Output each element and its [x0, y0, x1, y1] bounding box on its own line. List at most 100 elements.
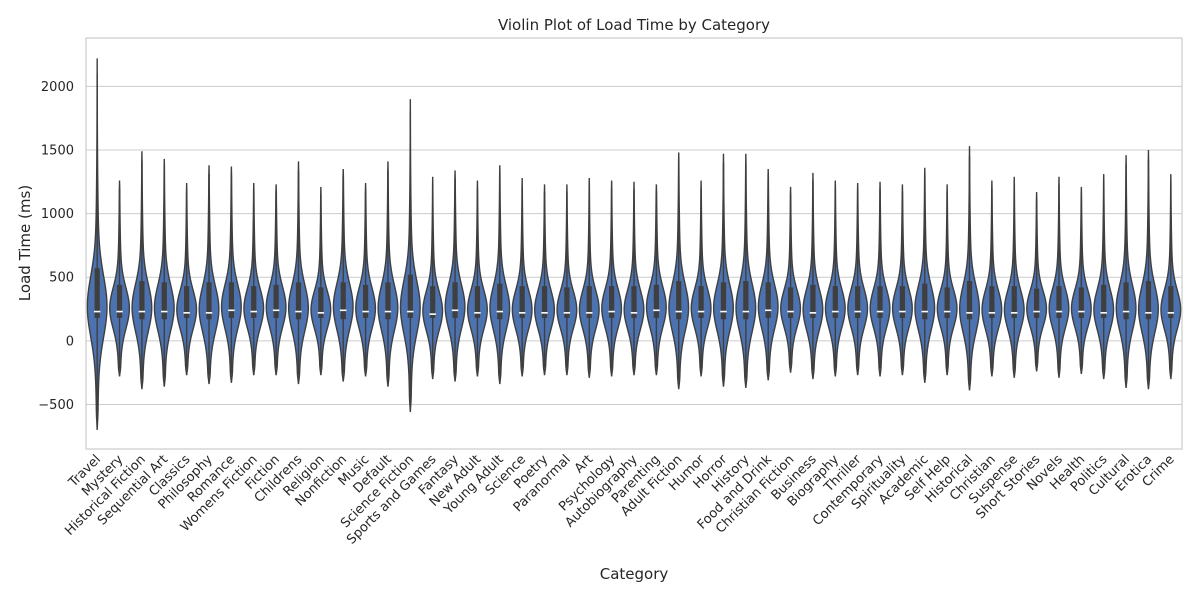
violin-box	[743, 281, 749, 320]
violin-music	[355, 183, 377, 377]
violin-business	[802, 172, 824, 380]
violin-default	[377, 161, 399, 387]
violin-christian-fiction	[780, 186, 802, 373]
plot-frame	[85, 37, 1183, 450]
violin-box	[474, 286, 481, 318]
violin-womens-fiction	[243, 183, 265, 376]
y-tick-labels: −500 0 500 1000 1500 2000	[38, 80, 74, 413]
violin-crime	[1160, 174, 1182, 380]
violin-poetry	[534, 184, 556, 376]
violin-box	[206, 282, 212, 320]
violin-history	[735, 153, 757, 388]
violin-box	[631, 286, 637, 318]
violin-self-help	[936, 184, 958, 376]
violin-box	[989, 286, 995, 318]
violin-box	[899, 286, 906, 318]
violin-box	[1078, 287, 1084, 318]
violin-box	[318, 287, 324, 318]
violin-thriller	[847, 183, 869, 376]
violin-box	[966, 281, 973, 320]
violin-box	[497, 283, 503, 320]
violin-box	[564, 287, 570, 318]
violin-childrens	[287, 161, 310, 385]
violin-box	[452, 282, 458, 318]
violin-box	[1056, 286, 1062, 318]
violin-box	[407, 274, 413, 318]
violin-box	[340, 282, 346, 320]
y-axis-label: Load Time (ms)	[16, 185, 34, 301]
violin-box	[519, 286, 525, 318]
violin-box	[832, 286, 838, 318]
violin-box	[1101, 284, 1107, 318]
violin-horror	[712, 153, 735, 387]
violin-young-adult	[489, 165, 511, 385]
violin-box	[1168, 286, 1174, 318]
violin-box	[765, 282, 771, 318]
violin-box	[922, 283, 928, 320]
violin-new-adult	[466, 180, 488, 377]
violin-biography	[824, 180, 846, 377]
violin-fantasy	[444, 170, 466, 382]
violin-box	[1145, 281, 1152, 320]
violin-science-fiction	[399, 99, 421, 413]
y-tick-label: 1500	[41, 143, 74, 158]
violin-box	[1034, 288, 1040, 318]
violin-box	[116, 284, 123, 318]
violin-box	[94, 268, 100, 318]
violin-box	[385, 282, 391, 320]
violin-autobiography	[623, 181, 645, 376]
y-tick-label: 1000	[41, 207, 74, 222]
violin-box	[1123, 282, 1129, 320]
violin-psychology	[601, 180, 623, 377]
violin-box	[855, 286, 861, 318]
chart-title: Violin Plot of Load Time by Category	[498, 16, 770, 34]
violin-mystery	[109, 180, 131, 377]
violin-box	[273, 284, 279, 318]
violin-short-stories	[1026, 191, 1048, 372]
violin-erotica	[1137, 149, 1159, 390]
y-tick-label: −500	[38, 398, 74, 413]
y-tick-label: 0	[66, 334, 74, 349]
violin-box	[541, 286, 548, 318]
violin-box	[139, 281, 145, 320]
violin-box	[586, 286, 592, 318]
violin-paranormal	[556, 184, 578, 376]
violin-box	[653, 284, 659, 318]
violin-box	[228, 282, 234, 318]
violin-romance	[220, 166, 242, 383]
y-tick-label: 500	[49, 271, 74, 286]
violin-nonfiction	[332, 169, 354, 382]
violins	[86, 58, 1182, 430]
violin-historical	[958, 146, 981, 391]
violin-box	[251, 286, 257, 318]
y-tick-label: 2000	[41, 80, 74, 95]
violin-sequential-art	[153, 158, 175, 387]
violin-science	[511, 177, 533, 377]
violin-philosophy	[198, 165, 220, 385]
violin-spirituality	[891, 184, 913, 376]
violin-box	[810, 284, 816, 318]
violin-travel	[86, 58, 108, 430]
violin-box	[676, 281, 682, 320]
violin-sports-and-games	[422, 176, 444, 380]
violin-academic	[914, 167, 936, 383]
violin-fiction	[265, 184, 287, 376]
violin-box	[1011, 286, 1017, 318]
violin-historical-fiction	[131, 151, 153, 390]
violin-novels	[1048, 176, 1070, 378]
violin-box	[787, 287, 794, 318]
violin-box	[698, 286, 704, 318]
violin-art	[578, 177, 600, 378]
violin-humor	[690, 180, 712, 377]
violin-box	[295, 282, 302, 320]
violin-religion	[310, 186, 332, 376]
violin-box	[609, 286, 615, 318]
violin-classics	[176, 183, 198, 376]
violin-politics	[1093, 174, 1115, 380]
violin-box	[184, 286, 190, 318]
violin-cultural	[1115, 155, 1137, 388]
violin-box	[430, 286, 436, 318]
violin-box	[362, 284, 369, 318]
